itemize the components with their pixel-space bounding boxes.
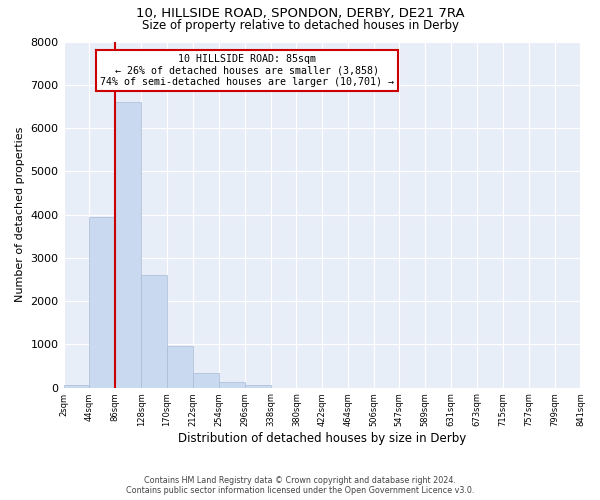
Bar	[115, 102, 141, 388]
Bar	[193, 374, 219, 388]
Bar	[64, 385, 89, 388]
Bar	[167, 346, 193, 388]
Text: 10, HILLSIDE ROAD, SPONDON, DERBY, DE21 7RA: 10, HILLSIDE ROAD, SPONDON, DERBY, DE21 …	[136, 8, 464, 20]
Bar	[219, 382, 245, 388]
Bar	[89, 216, 115, 388]
Y-axis label: Number of detached properties: Number of detached properties	[15, 127, 25, 302]
Text: Contains HM Land Registry data © Crown copyright and database right 2024.
Contai: Contains HM Land Registry data © Crown c…	[126, 476, 474, 495]
X-axis label: Distribution of detached houses by size in Derby: Distribution of detached houses by size …	[178, 432, 466, 445]
Text: 10 HILLSIDE ROAD: 85sqm
← 26% of detached houses are smaller (3,858)
74% of semi: 10 HILLSIDE ROAD: 85sqm ← 26% of detache…	[100, 54, 394, 87]
Bar	[141, 275, 167, 388]
Bar	[245, 385, 271, 388]
Text: Size of property relative to detached houses in Derby: Size of property relative to detached ho…	[142, 19, 458, 32]
